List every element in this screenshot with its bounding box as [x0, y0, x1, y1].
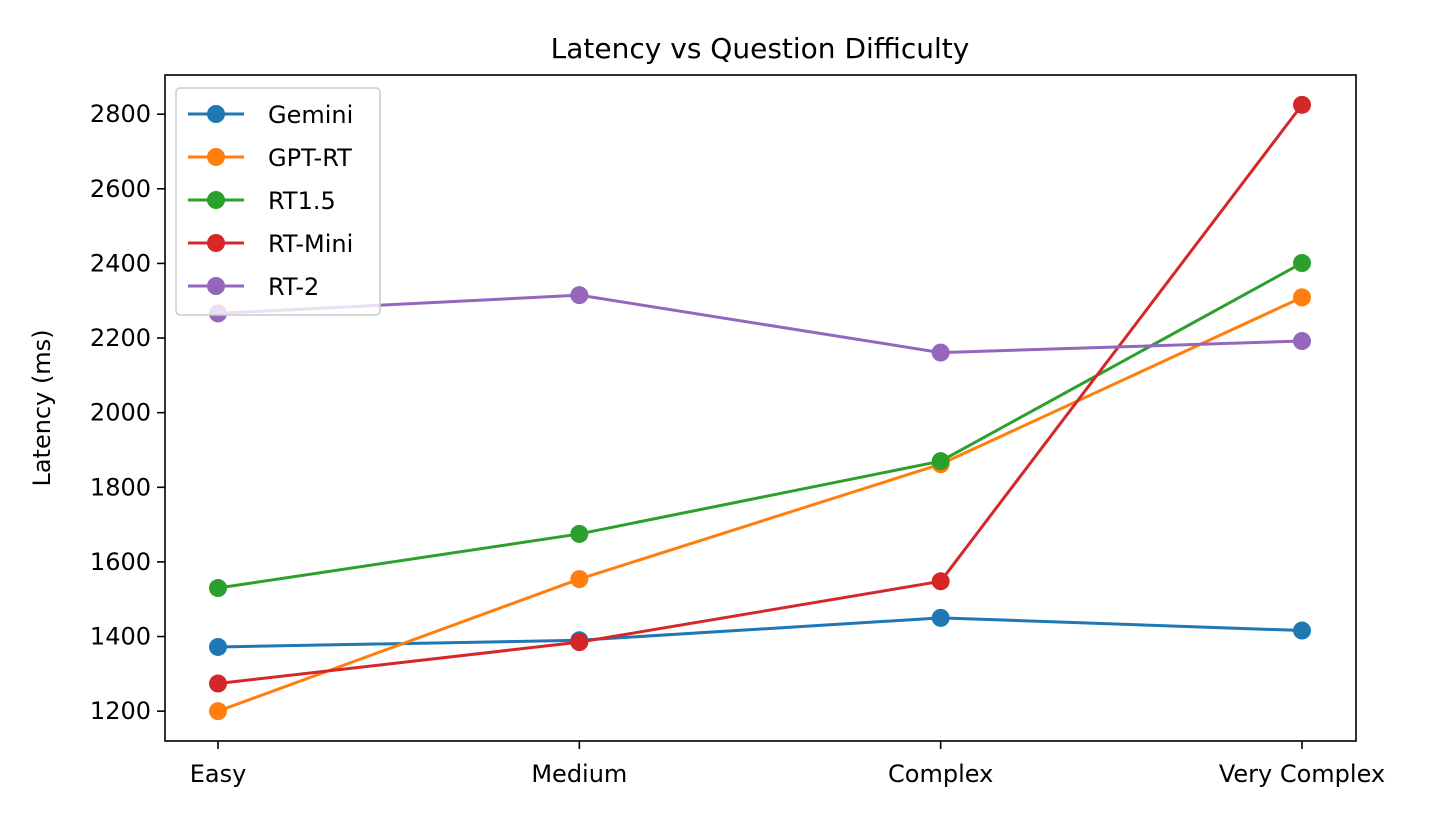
legend-marker [207, 191, 225, 209]
data-point [1293, 254, 1311, 273]
legend-entry: RT1.5 [188, 187, 336, 215]
legend-entry: RT-2 [188, 273, 319, 301]
data-point [931, 572, 950, 591]
series-rt-mini [209, 95, 1311, 693]
series-line [217, 261, 1303, 590]
data-point [209, 674, 227, 693]
legend-entry: RT-Mini [188, 230, 353, 258]
legend-marker [207, 277, 225, 295]
x-tick-label: Very Complex [1219, 760, 1385, 788]
series-gemini [209, 608, 1311, 656]
data-point [209, 702, 227, 721]
legend-label: GPT-RT [268, 144, 352, 172]
data-point [570, 286, 589, 305]
legend-label: RT-Mini [268, 230, 353, 258]
series-line [217, 616, 1303, 649]
legend: Gemini GPT-RT RT1.5 RT-Mini RT-2 [175, 87, 381, 316]
series-line [217, 296, 1303, 713]
series-gpt-rt [209, 288, 1311, 721]
axis-ticks: 1200 1400 1600 1800 2000 2200 2400 2600 2800 Easy… [90, 100, 1385, 788]
y-axis-title: Latency (ms) [28, 329, 56, 486]
x-tick-label: Easy [190, 760, 247, 788]
y-tick-label: 1800 [90, 473, 151, 501]
data-point [1293, 95, 1311, 114]
legend-label: RT-2 [268, 273, 319, 301]
plot-frame [164, 74, 1357, 742]
data-point [1293, 288, 1311, 307]
data-point [1293, 332, 1311, 351]
legend-label: RT1.5 [268, 187, 336, 215]
y-tick-label: 2200 [90, 324, 151, 352]
legend-label: Gemini [268, 101, 353, 129]
legend-entry: Gemini [188, 101, 353, 129]
data-point [1293, 621, 1311, 640]
series-rt1-5 [209, 254, 1311, 598]
data-point [570, 570, 589, 589]
y-tick-label: 1400 [90, 623, 151, 651]
legend-marker [207, 105, 225, 123]
data-point [931, 452, 950, 471]
data-point [570, 524, 589, 543]
chart-title: Latency vs Question Difficulty [551, 32, 970, 65]
data-point [931, 343, 950, 362]
plot-area [209, 95, 1311, 721]
y-tick-label: 1200 [90, 697, 151, 725]
legend-box [175, 87, 381, 316]
legend-marker [207, 148, 225, 166]
data-point [209, 637, 227, 656]
x-tick-label: Medium [531, 760, 627, 788]
series-line [217, 103, 1304, 686]
data-point [209, 579, 227, 598]
legend-marker [207, 234, 225, 252]
x-tick-label: Complex [888, 760, 993, 788]
y-tick-label: 2400 [90, 249, 151, 277]
y-tick-label: 2000 [90, 399, 151, 427]
y-tick-label: 2600 [90, 175, 151, 203]
y-tick-label: 1600 [90, 548, 151, 576]
y-tick-label: 2800 [90, 100, 151, 128]
legend-entry: GPT-RT [188, 144, 352, 172]
data-point [570, 633, 589, 652]
series-line [217, 293, 1303, 355]
data-point [931, 608, 950, 627]
